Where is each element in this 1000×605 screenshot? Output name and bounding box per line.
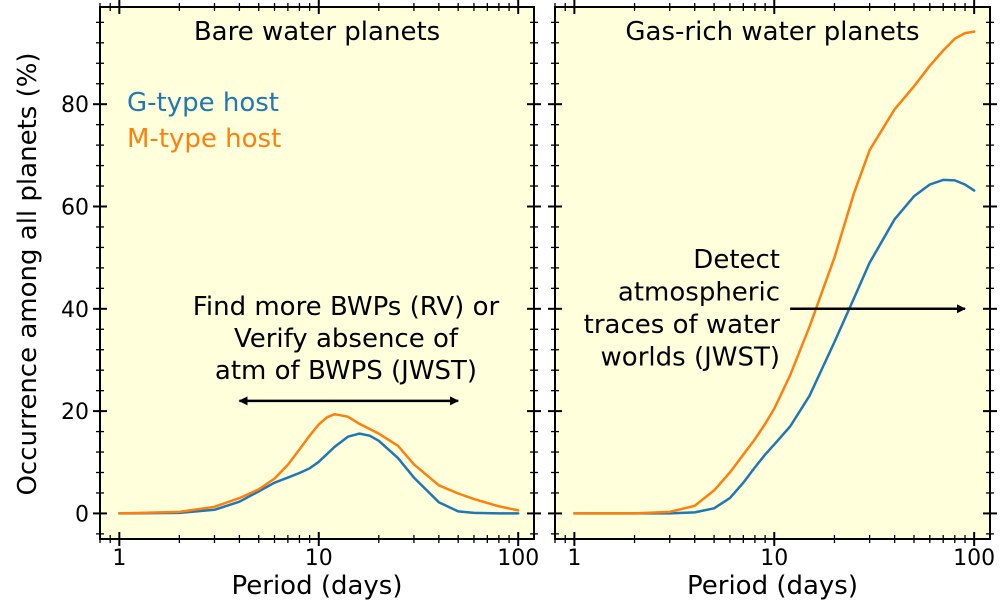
chart-panel-1: 0 20 40 60 80 1 10 100 Period (days) Bare water p… (61, 0, 541, 601)
x-tick-label: 1 (112, 546, 126, 571)
x-tick-label: 10 (305, 546, 333, 571)
y-tick-label: 20 (61, 400, 89, 425)
annotation-text: Find more BWPs (RV) or (193, 292, 500, 322)
series-line-m-type (118, 412, 520, 515)
plot-area (555, 7, 990, 539)
annotation-text: Detect (693, 245, 780, 275)
panel-title: Gas-rich water planets (625, 17, 919, 47)
y-axis-label: Occurrence among all planets (%) (13, 52, 43, 495)
y-tick-label: 0 (75, 502, 89, 527)
y-tick-label: 60 (61, 196, 89, 221)
legend-entry-m-type: M-type host (127, 124, 281, 154)
x-tick-label: 1 (567, 546, 581, 571)
x-axis-label: Period (days) (232, 571, 403, 600)
axes-frame (99, 6, 535, 540)
annotation-text: atmospheric (618, 278, 780, 308)
x-axis-label: Period (days) (687, 571, 858, 600)
series-line-g-type (573, 178, 976, 515)
annotation-text: worlds (JWST) (601, 343, 780, 373)
series-line-g-type (118, 432, 520, 515)
annotation-text: traces of water (584, 310, 781, 340)
x-tick-label: 100 (497, 546, 539, 571)
x-tick-label: 10 (760, 546, 788, 571)
annotation-text: Verify absence of (234, 324, 459, 354)
plot-area (100, 7, 534, 539)
panel-title: Bare water planets (194, 17, 440, 47)
series-line-m-type (573, 30, 976, 515)
y-tick-label: 40 (61, 298, 89, 323)
y-tick-label: 80 (61, 93, 89, 118)
chart-panel-2: 1 10 100 Period (days) Gas-rich water planet… (548, 0, 997, 601)
annotation-text: atm of BWPS (JWST) (215, 356, 477, 386)
x-tick-label: 100 (953, 546, 995, 571)
legend-entry-g-type: G-type host (127, 88, 279, 118)
axes-frame (554, 6, 991, 540)
